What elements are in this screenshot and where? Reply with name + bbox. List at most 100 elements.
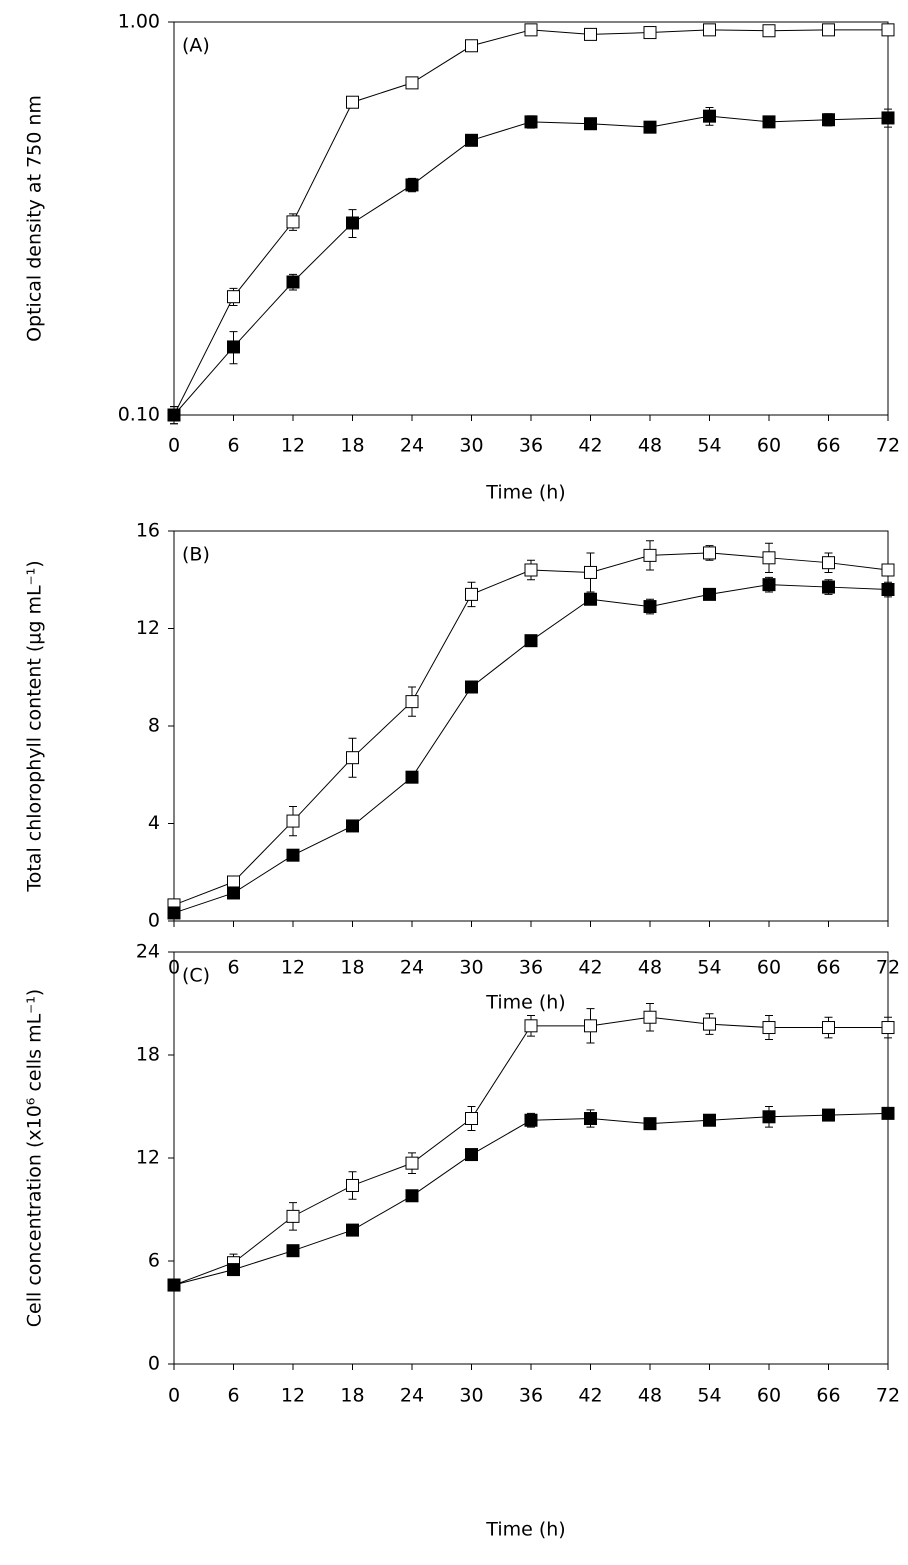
y-tick-label: 8	[148, 715, 160, 737]
x-tick-label: 66	[816, 957, 840, 979]
x-tick-label: 18	[340, 435, 364, 457]
x-tick-label: 30	[459, 957, 483, 979]
x-tick-label: 18	[340, 1385, 364, 1407]
marker	[347, 752, 359, 764]
x-tick-label: 54	[697, 1385, 721, 1407]
x-tick-label: 18	[340, 957, 364, 979]
x-tick-label: 6	[227, 435, 239, 457]
plot-frame	[174, 952, 888, 1364]
series-line	[174, 585, 888, 913]
marker	[763, 579, 775, 591]
marker	[882, 584, 894, 596]
x-tick-label: 48	[638, 1385, 662, 1407]
x-tick-label: 36	[519, 1385, 543, 1407]
x-tick-label: 48	[638, 435, 662, 457]
marker	[644, 1011, 656, 1023]
series-line	[174, 1113, 888, 1285]
marker	[406, 696, 418, 708]
marker	[823, 1109, 835, 1121]
marker	[763, 1022, 775, 1034]
marker	[287, 1210, 299, 1222]
marker	[763, 552, 775, 564]
x-tick-label: 42	[578, 435, 602, 457]
y-tick-label: 24	[136, 941, 160, 963]
marker	[347, 820, 359, 832]
y-tick-label: 0	[148, 910, 160, 932]
x-tick-label: 0	[168, 1385, 180, 1407]
marker	[347, 1224, 359, 1236]
marker	[466, 681, 478, 693]
marker	[406, 179, 418, 191]
marker	[525, 1114, 537, 1126]
marker	[168, 907, 180, 919]
marker	[823, 114, 835, 126]
marker	[287, 815, 299, 827]
plot-frame	[174, 22, 888, 415]
marker	[704, 1114, 716, 1126]
marker	[287, 276, 299, 288]
figure: 0.101.00061218243036424854606672Time (h)…	[0, 0, 908, 1565]
y-tick-label: 12	[136, 1147, 160, 1169]
marker	[704, 547, 716, 559]
x-tick-label: 0	[168, 435, 180, 457]
y-axis-label: Optical density at 750 nm	[24, 95, 46, 342]
panel-label: (C)	[182, 965, 210, 987]
x-tick-label: 54	[697, 435, 721, 457]
marker	[287, 216, 299, 228]
x-tick-label: 36	[519, 957, 543, 979]
marker	[347, 1179, 359, 1191]
x-tick-label: 60	[757, 1385, 781, 1407]
x-tick-label: 12	[281, 1385, 305, 1407]
marker	[466, 588, 478, 600]
x-tick-label: 66	[816, 1385, 840, 1407]
x-tick-label: 6	[227, 957, 239, 979]
marker	[823, 24, 835, 36]
marker	[228, 291, 240, 303]
x-tick-label: 60	[757, 957, 781, 979]
x-tick-label: 24	[400, 957, 424, 979]
x-tick-label: 30	[459, 435, 483, 457]
marker	[644, 121, 656, 133]
marker	[228, 876, 240, 888]
y-tick-label: 0	[148, 1353, 160, 1375]
y-axis-label: Total chlorophyll content (µg mL⁻¹)	[24, 560, 46, 892]
x-axis-label: Time (h)	[485, 482, 565, 504]
marker	[882, 112, 894, 124]
x-tick-label: 12	[281, 957, 305, 979]
y-tick-label: 4	[148, 812, 160, 834]
marker	[763, 116, 775, 128]
marker	[882, 1107, 894, 1119]
marker	[228, 887, 240, 899]
y-axis-label: Cell concentration (x10⁶ cells mL⁻¹)	[24, 989, 46, 1327]
x-axis-label: Time (h)	[485, 1519, 565, 1541]
marker	[585, 593, 597, 605]
marker	[644, 601, 656, 613]
marker	[882, 24, 894, 36]
marker	[406, 1190, 418, 1202]
y-tick-label: 18	[136, 1044, 160, 1066]
series-line	[174, 116, 888, 415]
marker	[882, 1022, 894, 1034]
marker	[228, 1264, 240, 1276]
x-tick-label: 30	[459, 1385, 483, 1407]
marker	[347, 96, 359, 108]
x-tick-label: 54	[697, 957, 721, 979]
marker	[763, 25, 775, 37]
x-tick-label: 12	[281, 435, 305, 457]
x-tick-label: 48	[638, 957, 662, 979]
x-tick-label: 42	[578, 1385, 602, 1407]
series-line	[174, 553, 888, 905]
series-line	[174, 30, 888, 415]
marker	[525, 116, 537, 128]
marker	[287, 849, 299, 861]
marker	[585, 566, 597, 578]
x-axis-label: Time (h)	[485, 992, 565, 1014]
marker	[406, 77, 418, 89]
y-tick-label: 6	[148, 1250, 160, 1272]
marker	[585, 28, 597, 40]
marker	[168, 1279, 180, 1291]
marker	[525, 24, 537, 36]
marker	[347, 217, 359, 229]
marker	[466, 40, 478, 52]
y-tick-label: 1.00	[118, 11, 160, 33]
